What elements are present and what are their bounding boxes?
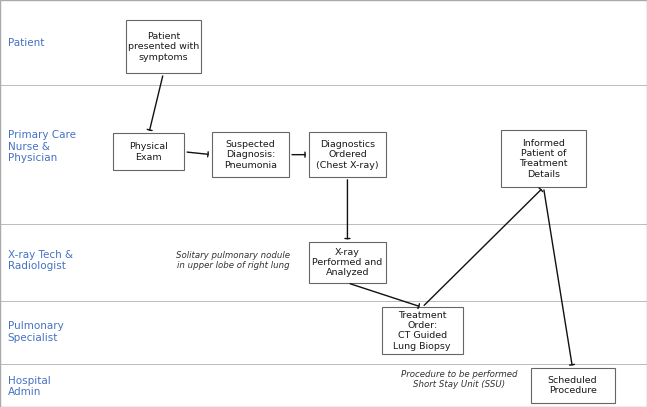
Text: Hospital
Admin: Hospital Admin [8,376,50,398]
Bar [501,130,586,187]
Bar [113,133,184,170]
Bar [382,307,463,354]
Text: Treatment
Order:
CT Guided
Lung Biopsy: Treatment Order: CT Guided Lung Biopsy [393,311,451,351]
Bar [212,132,289,177]
Text: Pulmonary
Specialist: Pulmonary Specialist [8,321,63,343]
Text: Suspected
Diagnosis:
Pneumonia: Suspected Diagnosis: Pneumonia [224,140,277,170]
Text: Procedure to be performed
Short Stay Unit (SSU): Procedure to be performed Short Stay Uni… [401,370,518,389]
Text: Solitary pulmonary nodule
in upper lobe of right lung: Solitary pulmonary nodule in upper lobe … [176,251,290,270]
Bar [126,20,201,73]
Text: Patient: Patient [8,38,44,48]
Bar [531,368,615,403]
Text: Diagnostics
Ordered
(Chest X-ray): Diagnostics Ordered (Chest X-ray) [316,140,378,170]
Text: Physical
Exam: Physical Exam [129,142,168,162]
Text: Patient
presented with
symptoms: Patient presented with symptoms [127,32,199,62]
Text: X-ray
Performed and
Analyzed: X-ray Performed and Analyzed [313,247,382,278]
Text: Scheduled
Procedure: Scheduled Procedure [548,376,597,395]
Text: X-ray Tech &
Radiologist: X-ray Tech & Radiologist [8,249,73,271]
Text: Informed
Patient of
Treatment
Details: Informed Patient of Treatment Details [520,139,567,179]
Text: Primary Care
Nurse &
Physician: Primary Care Nurse & Physician [8,130,76,163]
Bar [309,132,386,177]
Bar [309,242,386,283]
